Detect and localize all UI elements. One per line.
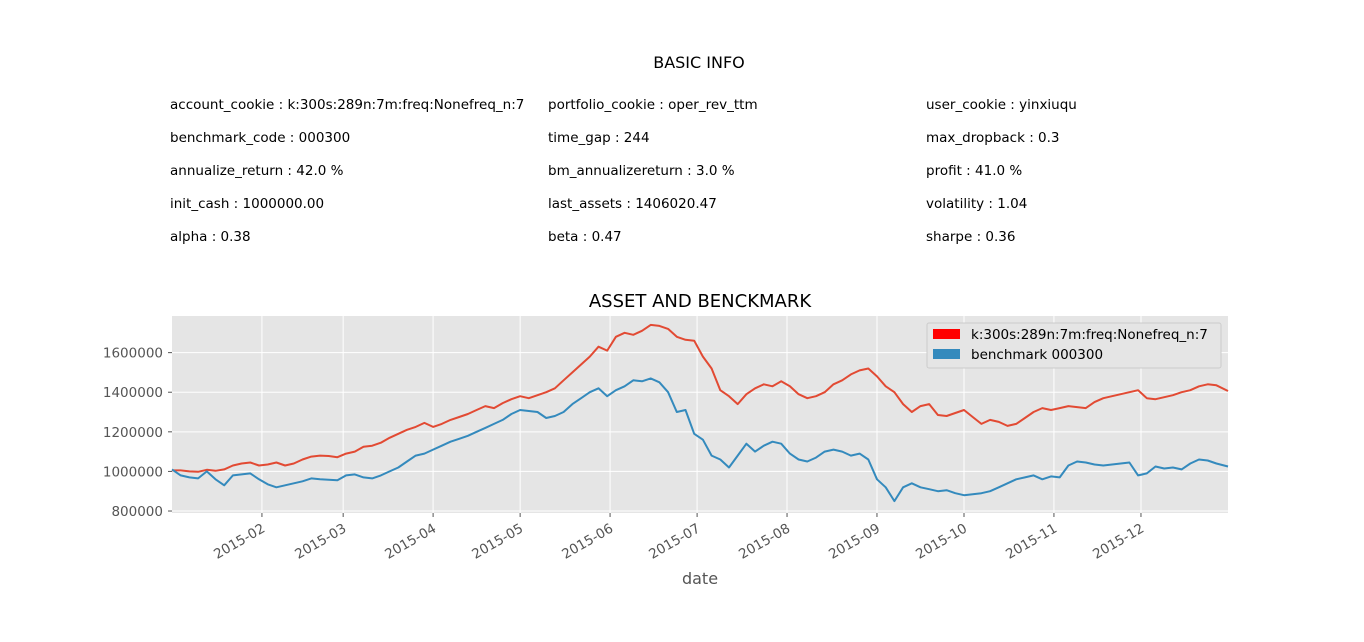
legend-patch-strategy [933,329,960,339]
chart-title: ASSET AND BENCKMARK [589,291,813,312]
y-tick-label: 1000000 [103,464,163,480]
basic-info-title: BASIC INFO [653,53,745,72]
legend-label-strategy: k:300s:289n:7m:freq:Nonefreq_n:7 [971,327,1208,343]
y-tick-label: 800000 [111,504,163,520]
x-tick-label: 2015-07 [646,521,703,563]
x-axis-label: date [682,569,718,588]
info-alpha: alpha : 0.38 [170,229,251,245]
info-beta: beta : 0.47 [548,229,622,245]
x-tick-label: 2015-03 [292,521,349,563]
info-max-dropback: max_dropback : 0.3 [926,130,1060,146]
strategy-series-line [172,323,1229,473]
x-tick-label: 2015-05 [469,521,526,563]
x-tick-label: 2015-08 [736,521,793,563]
info-user-cookie: user_cookie : yinxiuqu [926,97,1077,113]
x-tick-label: 2015-12 [1090,521,1147,563]
x-tick-label: 2015-10 [913,521,970,563]
benchmark-series-line [171,377,1229,503]
info-time-gap: time_gap : 244 [548,130,650,146]
info-portfolio-cookie: portfolio_cookie : oper_rev_ttm [548,97,758,113]
info-account-cookie: account_cookie : k:300s:289n:7m:freq:Non… [170,97,525,113]
info-sharpe: sharpe : 0.36 [926,229,1016,245]
x-tick-label: 2015-11 [1003,521,1060,563]
legend-label-benchmark: benchmark 000300 [971,347,1103,363]
x-tick-label: 2015-04 [382,521,439,563]
y-tick-label: 1600000 [103,346,163,362]
x-tick-label: 2015-09 [826,521,883,563]
legend-box [926,322,1222,369]
legend-patch-benchmark [933,349,960,359]
info-volatility: volatility : 1.04 [926,196,1028,212]
info-profit: profit : 41.0 % [926,163,1023,179]
y-tick-label: 1400000 [103,385,163,401]
basic-info-panel: BASIC INFO account_cookie : k:300s:289n:… [0,0,1364,260]
info-init-cash: init_cash : 1000000.00 [170,196,325,212]
y-tick-label: 1200000 [103,425,163,441]
x-tick-label: 2015-02 [211,521,268,563]
info-annualize-return: annualize_return : 42.0 % [170,163,344,179]
info-benchmark-code: benchmark_code : 000300 [170,130,351,146]
info-last-assets: last_assets : 1406020.47 [548,196,717,212]
info-bm-annualizereturn: bm_annualizereturn : 3.0 % [548,163,735,179]
x-tick-label: 2015-06 [559,521,616,563]
